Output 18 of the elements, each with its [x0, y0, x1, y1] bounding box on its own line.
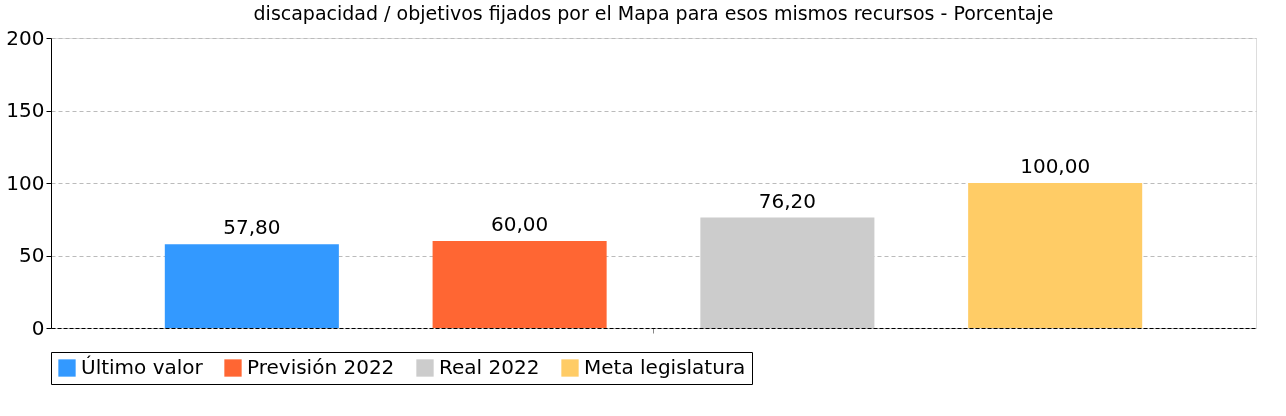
bar — [164, 244, 339, 328]
legend-label: Previsión 2022 — [247, 355, 395, 379]
bar — [968, 183, 1143, 328]
data-label: 60,00 — [490, 212, 549, 236]
legend-label: Meta legislatura — [584, 355, 746, 379]
chart-title: discapacidad / objetivos fijados por el Mapa para esos mismos recursos - Porcentaje — [253, 2, 1054, 24]
y-tick-label: 200 — [6, 25, 45, 50]
bar — [432, 241, 607, 328]
data-label: 76,20 — [758, 188, 817, 213]
data-label: 100,00 — [1020, 154, 1091, 178]
y-tick-label: 50 — [19, 243, 45, 267]
y-tick-label: 150 — [6, 98, 45, 122]
bar — [700, 217, 875, 328]
data-label: 57,80 — [223, 215, 281, 240]
legend-label: Último valor — [81, 355, 204, 379]
y-tick-label: 0 — [31, 315, 45, 340]
legend-label: Real 2022 — [439, 355, 540, 379]
y-tick-label: 100 — [6, 170, 45, 195]
